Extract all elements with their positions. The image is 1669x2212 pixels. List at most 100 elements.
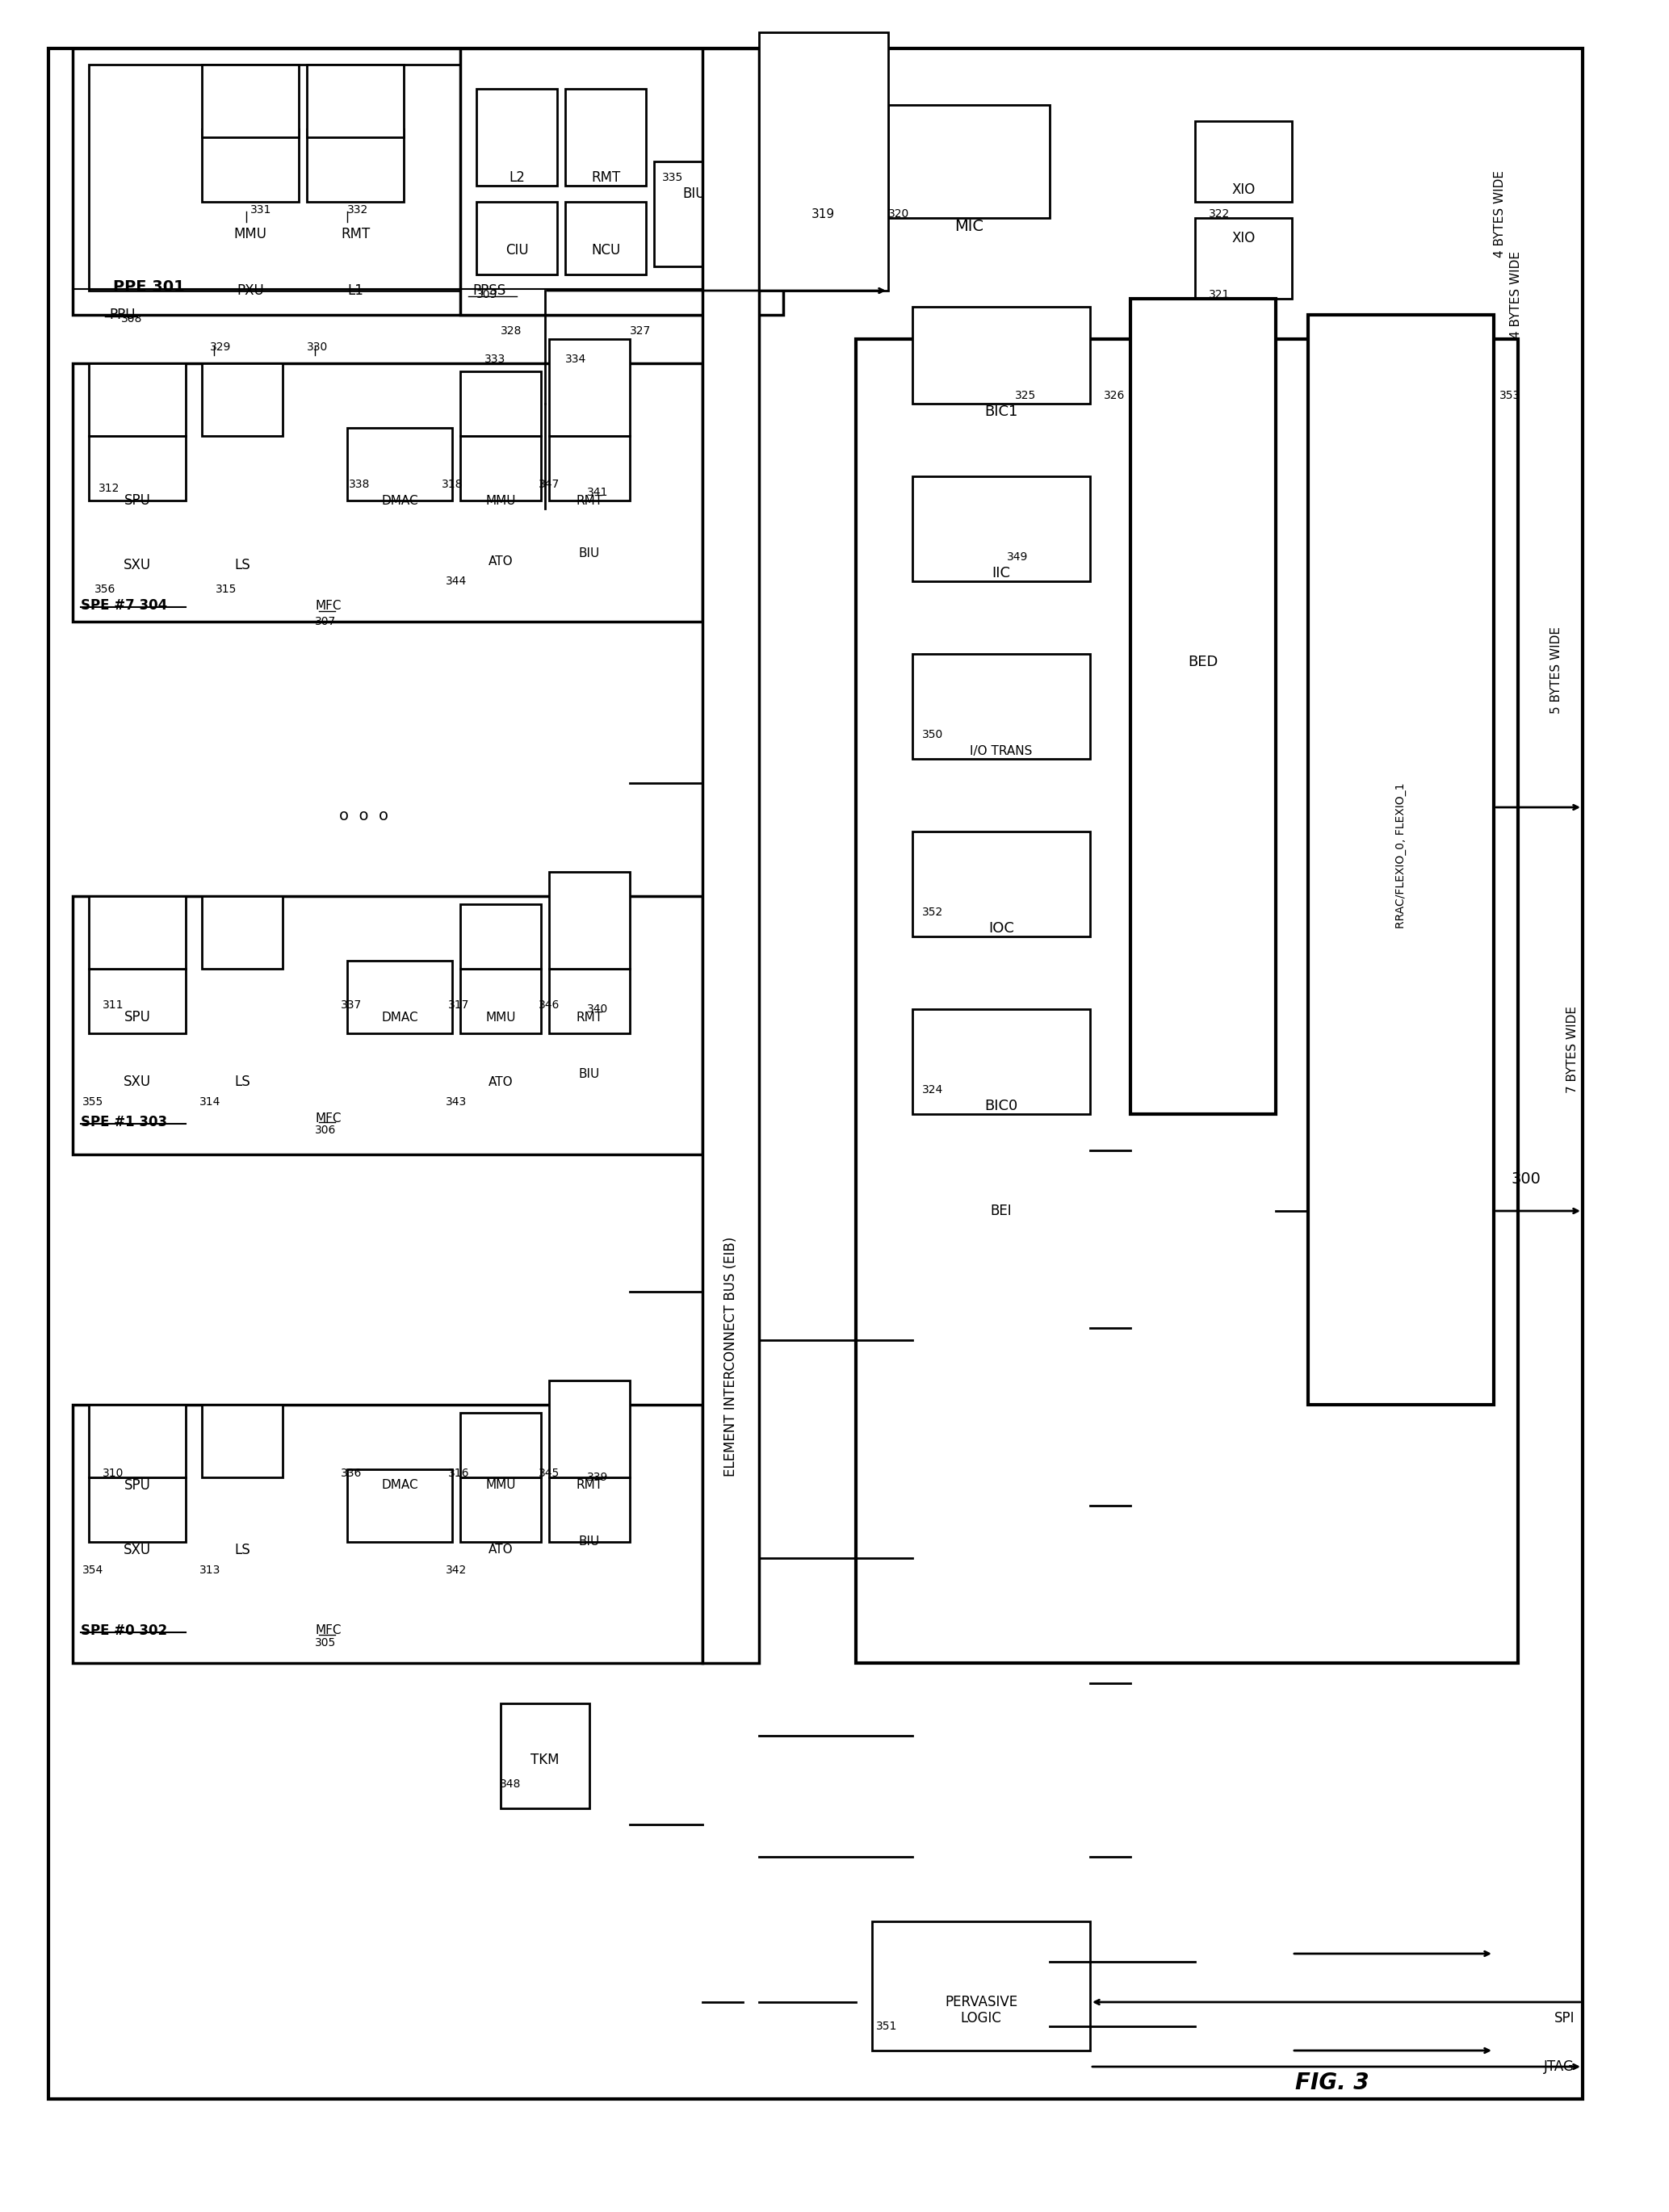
- Text: 307: 307: [315, 615, 335, 628]
- FancyBboxPatch shape: [1195, 219, 1292, 299]
- Text: 300: 300: [1510, 1170, 1540, 1186]
- Text: 318: 318: [442, 478, 462, 491]
- Text: DMAC: DMAC: [381, 1480, 419, 1491]
- FancyBboxPatch shape: [307, 128, 404, 201]
- Text: RMT: RMT: [340, 228, 371, 241]
- FancyBboxPatch shape: [549, 872, 629, 969]
- Text: 306: 306: [315, 1124, 335, 1137]
- FancyBboxPatch shape: [888, 104, 1050, 219]
- Text: SPU: SPU: [124, 1011, 150, 1024]
- Text: 346: 346: [539, 1000, 559, 1011]
- Text: 328: 328: [501, 325, 522, 336]
- FancyBboxPatch shape: [88, 436, 185, 500]
- Text: 344: 344: [446, 575, 467, 586]
- Text: 334: 334: [566, 354, 586, 365]
- Text: 310: 310: [102, 1469, 124, 1480]
- FancyBboxPatch shape: [461, 905, 541, 969]
- Text: 319: 319: [811, 208, 834, 219]
- FancyBboxPatch shape: [476, 88, 557, 186]
- Text: 4 BYTES WIDE: 4 BYTES WIDE: [1494, 170, 1505, 257]
- Text: 332: 332: [347, 204, 369, 215]
- Text: PPU: PPU: [108, 307, 135, 323]
- Text: MFC: MFC: [315, 1624, 340, 1637]
- Text: RMT: RMT: [591, 170, 621, 186]
- FancyBboxPatch shape: [461, 969, 541, 1033]
- Text: 353: 353: [1499, 389, 1520, 400]
- FancyBboxPatch shape: [73, 896, 703, 1155]
- Text: PERVASIVE
LOGIC: PERVASIVE LOGIC: [945, 1995, 1018, 2026]
- Text: 341: 341: [587, 487, 608, 498]
- FancyBboxPatch shape: [1130, 299, 1275, 1115]
- Text: 320: 320: [888, 208, 910, 219]
- Text: 343: 343: [446, 1097, 467, 1108]
- Text: 325: 325: [1015, 389, 1036, 400]
- Text: SXU: SXU: [124, 1075, 150, 1088]
- FancyBboxPatch shape: [654, 161, 734, 265]
- Text: MFC: MFC: [315, 599, 340, 611]
- Text: BED: BED: [1188, 655, 1218, 670]
- Text: BIU: BIU: [579, 1068, 601, 1079]
- FancyBboxPatch shape: [461, 436, 541, 500]
- Text: 337: 337: [340, 1000, 362, 1011]
- FancyBboxPatch shape: [913, 832, 1090, 936]
- Text: BIU: BIU: [579, 1535, 601, 1548]
- Text: MFC: MFC: [315, 1113, 340, 1124]
- Text: FIG. 3: FIG. 3: [1295, 2070, 1369, 2095]
- Text: 347: 347: [539, 478, 559, 491]
- Text: BIC0: BIC0: [985, 1099, 1018, 1113]
- FancyBboxPatch shape: [48, 49, 1582, 2099]
- FancyBboxPatch shape: [202, 363, 282, 436]
- Text: TKM: TKM: [531, 1752, 559, 1767]
- FancyBboxPatch shape: [307, 64, 404, 137]
- Text: BIU: BIU: [683, 186, 706, 201]
- FancyBboxPatch shape: [461, 49, 783, 314]
- Text: L2: L2: [509, 170, 524, 186]
- Text: 348: 348: [499, 1778, 521, 1790]
- Text: CIU: CIU: [506, 243, 529, 257]
- FancyBboxPatch shape: [461, 372, 541, 436]
- Text: 352: 352: [921, 907, 943, 918]
- FancyBboxPatch shape: [856, 338, 1519, 1663]
- FancyBboxPatch shape: [913, 1009, 1090, 1115]
- Text: 336: 336: [340, 1469, 362, 1480]
- Text: PXU: PXU: [237, 283, 264, 299]
- Text: BIU: BIU: [579, 546, 601, 560]
- Text: 351: 351: [876, 2022, 898, 2033]
- Text: 321: 321: [1208, 290, 1230, 301]
- Text: 350: 350: [921, 730, 943, 741]
- Text: 312: 312: [98, 482, 120, 493]
- Text: 315: 315: [215, 584, 237, 595]
- FancyBboxPatch shape: [549, 338, 629, 436]
- Text: o  o  o: o o o: [339, 807, 387, 823]
- Text: MMU: MMU: [486, 1011, 516, 1024]
- Text: SPU: SPU: [124, 1478, 150, 1493]
- FancyBboxPatch shape: [202, 1405, 282, 1478]
- Text: NCU: NCU: [591, 243, 621, 257]
- Text: RRAC/FLEXIO_0, FLEXIO_1: RRAC/FLEXIO_0, FLEXIO_1: [1395, 783, 1407, 929]
- Text: MMU: MMU: [234, 228, 267, 241]
- Text: BEI: BEI: [990, 1203, 1011, 1219]
- FancyBboxPatch shape: [347, 960, 452, 1033]
- Text: RMT: RMT: [576, 1480, 603, 1491]
- FancyBboxPatch shape: [73, 363, 703, 622]
- FancyBboxPatch shape: [202, 128, 299, 201]
- FancyBboxPatch shape: [88, 1478, 185, 1542]
- FancyBboxPatch shape: [73, 49, 703, 314]
- Text: DMAC: DMAC: [381, 495, 419, 507]
- Text: MMU: MMU: [486, 1480, 516, 1491]
- Text: 354: 354: [82, 1564, 103, 1575]
- FancyBboxPatch shape: [347, 1469, 452, 1542]
- Text: 322: 322: [1208, 208, 1230, 219]
- FancyBboxPatch shape: [202, 896, 282, 969]
- FancyBboxPatch shape: [461, 1413, 541, 1478]
- FancyBboxPatch shape: [347, 427, 452, 500]
- FancyBboxPatch shape: [913, 655, 1090, 759]
- FancyBboxPatch shape: [88, 1405, 185, 1478]
- FancyBboxPatch shape: [461, 1478, 541, 1542]
- Text: 5 BYTES WIDE: 5 BYTES WIDE: [1551, 626, 1562, 714]
- Text: LS: LS: [234, 1075, 250, 1088]
- FancyBboxPatch shape: [871, 1922, 1090, 2051]
- Text: SPE #7 304: SPE #7 304: [80, 597, 167, 613]
- FancyBboxPatch shape: [913, 307, 1090, 403]
- FancyBboxPatch shape: [88, 64, 572, 290]
